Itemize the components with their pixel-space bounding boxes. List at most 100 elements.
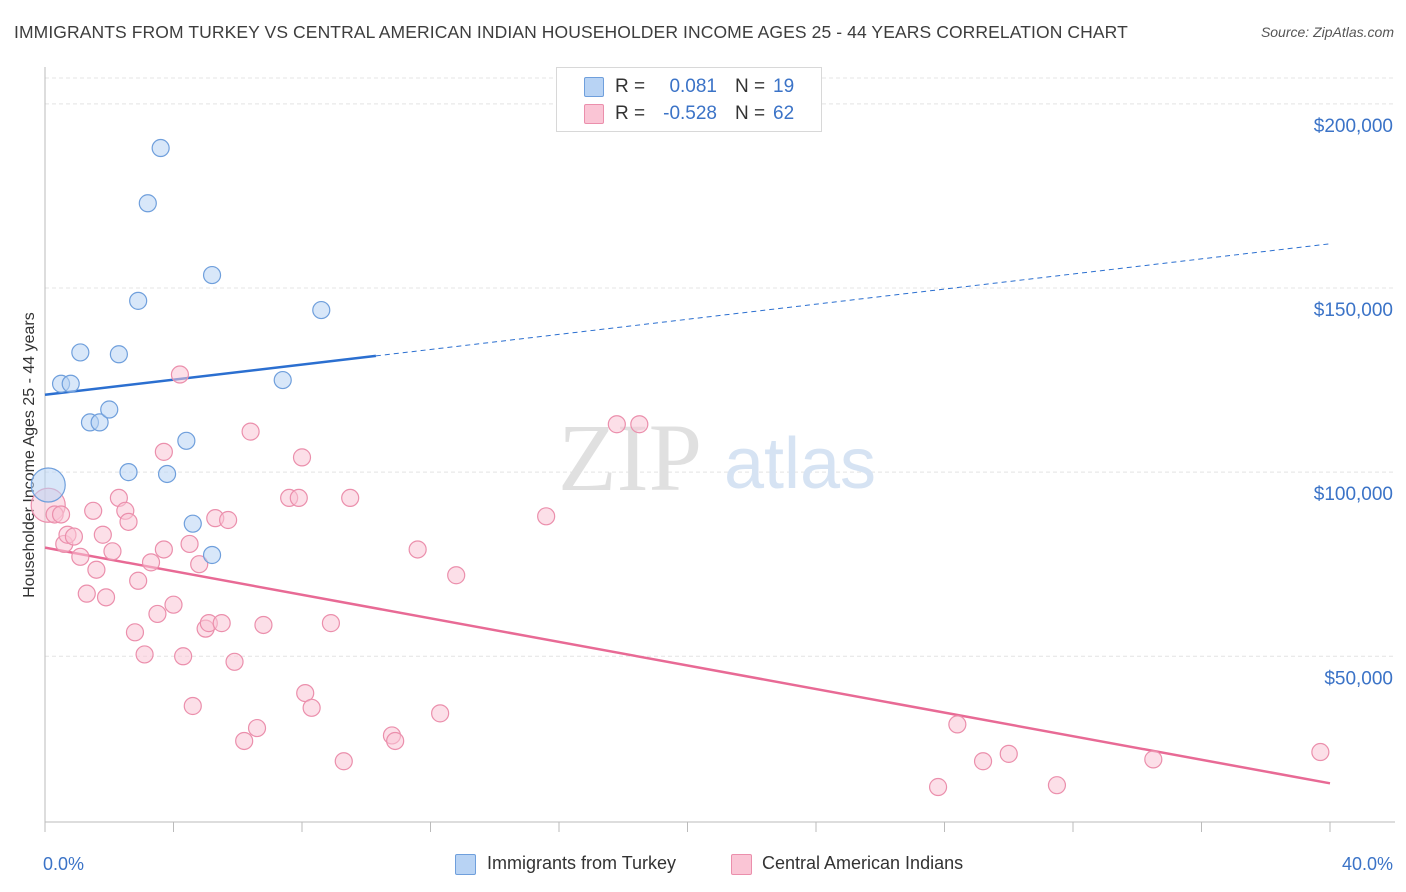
data-point-central-american-indians (928, 777, 948, 797)
data-point-central-american-indians (247, 718, 267, 738)
data-point-turkey (202, 545, 222, 565)
data-point-central-american-indians (999, 744, 1018, 763)
data-point-central-american-indians (125, 623, 145, 642)
data-point-central-american-indians (51, 505, 71, 524)
data-point-central-american-indians (302, 698, 321, 717)
watermark-atlas: atlas (724, 424, 876, 504)
data-point-central-american-indians (241, 422, 260, 441)
data-point-central-american-indians (225, 652, 244, 671)
data-point-central-american-indians (64, 527, 84, 546)
gridlines (45, 77, 1395, 657)
data-point-central-american-indians (84, 501, 103, 520)
legend-row-turkey: R = 0.081 N = 19 (557, 74, 821, 102)
data-point-central-american-indians (607, 415, 626, 434)
series-legend-swatch-central-american-indians (731, 854, 752, 875)
data-point-central-american-indians (1144, 750, 1163, 769)
trend-line-turkey-solid (44, 354, 377, 397)
data-point-turkey (119, 463, 138, 482)
data-point-central-american-indians (154, 540, 173, 559)
series-legend-swatch-turkey (455, 854, 476, 875)
data-point-central-american-indians (431, 704, 450, 723)
data-point-central-american-indians (219, 510, 238, 530)
trend-lines (44, 243, 1331, 785)
data-point-turkey (157, 464, 177, 484)
series-legend-label-central-american-indians: Central American Indians (762, 853, 964, 873)
data-point-central-american-indians (973, 752, 993, 771)
data-point-turkey (90, 413, 109, 432)
data-point-central-american-indians (148, 604, 167, 624)
data-points (30, 138, 1330, 797)
data-point-central-american-indians (77, 584, 96, 603)
data-point-central-american-indians (235, 731, 254, 751)
legend-n-value-central-american-indians: 62 (773, 103, 795, 124)
data-point-central-american-indians (341, 488, 360, 508)
y-tick-label: $150,000 (1314, 300, 1393, 321)
series-legend-label-turkey: Immigrants from Turkey (487, 853, 677, 873)
data-point-central-american-indians (141, 553, 161, 572)
data-point-turkey (30, 467, 66, 503)
data-point-central-american-indians (174, 647, 193, 666)
data-point-central-american-indians (170, 365, 190, 384)
tick-labels: $50,000 $100,000 $150,000 $200,000 0.0% 40.0% (43, 116, 1393, 874)
legend-n-label: N = (735, 103, 766, 124)
data-point-central-american-indians (1047, 776, 1067, 795)
data-point-turkey (100, 400, 119, 419)
data-point-turkey (138, 194, 157, 213)
data-point-turkey (312, 300, 331, 320)
data-point-central-american-indians (948, 715, 967, 734)
x-tick-label: 0.0% (43, 854, 84, 874)
source-credit: Source: ZipAtlas.com (1260, 24, 1394, 40)
data-point-central-american-indians (386, 731, 405, 751)
data-point-turkey (202, 265, 222, 285)
data-point-central-american-indians (180, 534, 199, 554)
data-point-central-american-indians (103, 542, 122, 561)
y-tick-label: $50,000 (1324, 668, 1393, 689)
data-point-central-american-indians (154, 442, 173, 461)
data-point-central-american-indians (93, 525, 112, 544)
axes (44, 67, 1395, 832)
y-tick-label: $200,000 (1314, 116, 1393, 137)
data-point-central-american-indians (135, 645, 154, 664)
data-point-turkey (61, 374, 80, 393)
data-point-central-american-indians (71, 547, 90, 566)
data-point-central-american-indians (164, 595, 183, 614)
data-point-turkey (183, 514, 202, 533)
legend-r-value-central-american-indians: -0.528 (663, 103, 717, 124)
legend-r-value-turkey: 0.081 (669, 76, 717, 97)
data-point-central-american-indians (334, 752, 353, 771)
data-point-turkey (177, 431, 196, 450)
data-point-central-american-indians (254, 615, 273, 635)
data-point-central-american-indians (129, 571, 148, 590)
trend-line-turkey-dashed (375, 243, 1331, 357)
data-point-central-american-indians (537, 507, 556, 526)
data-point-central-american-indians (447, 566, 466, 585)
data-point-central-american-indians (1311, 742, 1330, 762)
data-point-central-american-indians (87, 560, 106, 579)
data-point-turkey (273, 370, 292, 390)
legend-swatch-turkey (584, 77, 604, 97)
data-point-central-american-indians (292, 448, 312, 467)
series-legend: Immigrants from Turkey Central American … (0, 852, 1406, 878)
data-point-central-american-indians (321, 614, 341, 633)
correlation-legend: R = 0.081 N = 19 R = -0.528 N = 62 (556, 67, 822, 132)
legend-swatch-central-american-indians (584, 104, 604, 124)
legend-n-value-turkey: 19 (773, 76, 795, 97)
y-tick-label: $100,000 (1314, 484, 1393, 505)
data-point-central-american-indians (190, 555, 209, 574)
legend-row-central-american-indians: R = -0.528 N = 62 (557, 101, 821, 129)
data-point-central-american-indians (212, 614, 231, 633)
watermark-zip: ZIP (558, 404, 702, 511)
data-point-turkey (129, 291, 148, 310)
data-point-turkey (71, 343, 90, 362)
data-point-central-american-indians (119, 512, 138, 531)
legend-r-label: R = (615, 103, 646, 124)
trend-line-central-american-indians (44, 546, 1331, 785)
data-point-turkey (109, 345, 128, 364)
watermark: ZIP atlas (558, 404, 876, 511)
chart-title: IMMIGRANTS FROM TURKEY VS CENTRAL AMERIC… (14, 22, 1128, 42)
data-point-central-american-indians (289, 488, 308, 508)
x-tick-label: 40.0% (1342, 854, 1393, 874)
data-point-central-american-indians (183, 696, 202, 716)
data-point-central-american-indians (96, 588, 116, 607)
